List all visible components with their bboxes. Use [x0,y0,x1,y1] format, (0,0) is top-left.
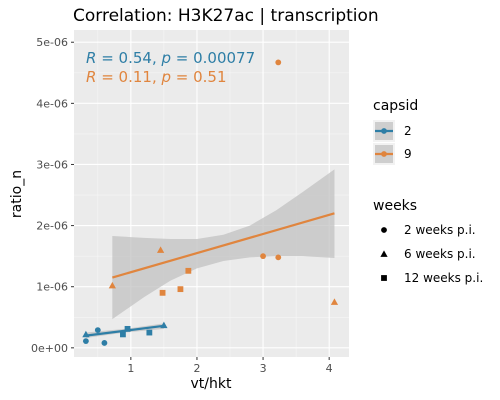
x-tick-label: 3 [260,362,267,375]
legend-key-point [381,128,387,134]
y-tick-label: 1e-06 [36,281,68,294]
legend-shape-title: weeks [373,198,417,214]
legend-shape-key-triangle-icon [380,250,388,257]
chart-title: Correlation: H3K27ac | transcription [73,6,379,26]
data-point-capsid-2 [94,327,101,334]
legend-key-point [381,151,387,157]
trend-line-capsid-9 [112,212,335,279]
data-point-capsid-9 [185,267,192,274]
y-axis-label: ratio_n [9,170,25,218]
data-point-capsid-2 [124,325,131,332]
data-point-capsid-2 [146,329,153,336]
legend-label-capsid-2: 2 [404,124,412,138]
y-tick-label: 2e-06 [36,220,68,233]
legend-label-weeks: 6 weeks p.i. [404,247,476,261]
data-point-capsid-2 [101,340,108,346]
legend-label-weeks: 12 weeks p.i. [404,271,483,285]
x-axis-label: vt/hkt [191,376,232,392]
data-point-capsid-2 [82,338,89,345]
legend: capsid 2 9 weeks 2 weeks p.i. 6 weeks p.i.… [373,98,483,285]
data-point-capsid-2 [120,331,126,338]
data-point-capsid-9 [330,298,339,305]
legend-label-weeks: 2 weeks p.i. [404,223,476,237]
y-tick-label: 3e-06 [36,158,68,171]
data-point-capsid-9 [108,281,116,289]
x-tick-label: 4 [326,362,333,375]
data-point-capsid-2 [160,321,168,329]
legend-label-capsid-9: 9 [404,147,412,161]
annotation-capsid-9: R = 0.11, p = 0.51 [86,68,227,86]
data-point-capsid-9 [260,253,266,260]
data-points [82,59,339,346]
x-tick-label: 2 [193,362,200,375]
legend-color-title: capsid [373,98,418,114]
data-point-capsid-9 [159,289,166,296]
y-tick-label: 5e-06 [36,36,68,49]
y-axis-ticks: 0e+00 1e-06 2e-06 3e-06 4e-06 5e-06 [31,36,74,355]
data-point-capsid-9 [275,59,282,66]
y-tick-label: 4e-06 [36,97,68,110]
x-axis-ticks: 1 2 3 4 [127,357,333,375]
y-tick-label: 0e+00 [31,342,68,355]
data-point-capsid-9 [156,246,165,253]
data-point-capsid-9 [177,286,184,293]
x-tick-label: 1 [127,362,134,375]
data-point-capsid-2 [82,330,90,338]
legend-shape-key-square-icon [381,275,387,281]
legend-shape-key-circle-icon [381,227,387,233]
confidence-band-capsid-9 [112,169,335,320]
data-point-capsid-9 [275,254,282,261]
annotation-capsid-2: R = 0.54, p = 0.00077 [86,49,255,67]
